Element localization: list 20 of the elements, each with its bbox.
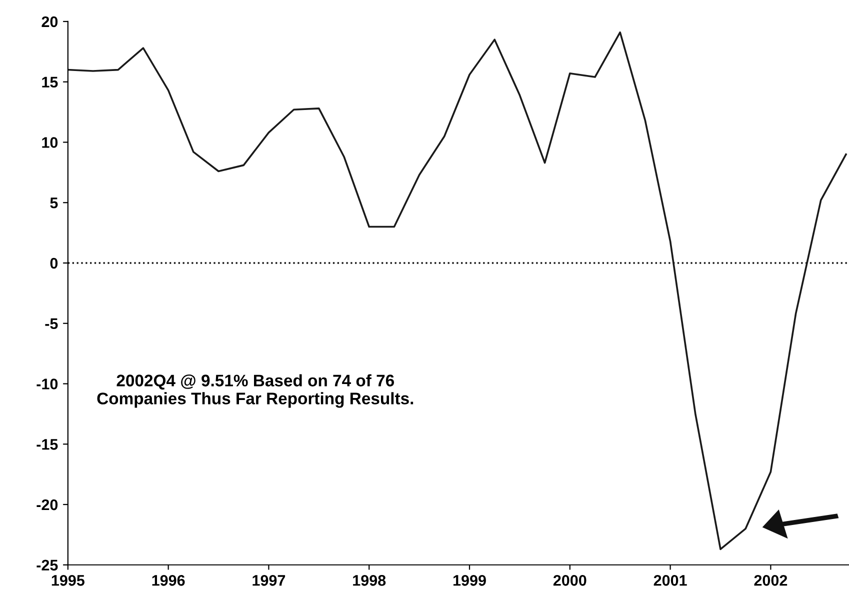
annotation: 2002Q4 @ 9.51% Based on 74 of 76 Companies Thus Far Reporting Results. <box>97 374 414 408</box>
y-tick-label: -25 <box>36 560 58 571</box>
y-tick-label: 5 <box>50 198 58 208</box>
line-series <box>68 31 847 550</box>
x-tick-label: 1996 <box>152 575 185 586</box>
x-tick-label: 2002 <box>754 575 788 586</box>
y-tick-label: -20 <box>36 499 58 510</box>
y-tick-label: -10 <box>36 378 58 390</box>
y-tick-label: -5 <box>45 318 58 330</box>
y-tick-label: -15 <box>36 439 58 450</box>
y-tick-label: 15 <box>42 76 58 88</box>
x-tick-label: 2001 <box>654 575 687 586</box>
x-tick-label: 1995 <box>52 575 84 586</box>
y-tick-label: 20 <box>42 16 58 28</box>
y-tick-label: 10 <box>42 137 58 148</box>
x-tick-label: 1997 <box>252 575 286 586</box>
x-tick-label: 1998 <box>353 575 386 586</box>
y-tick-label: 0 <box>50 258 58 269</box>
x-tick-label: 1999 <box>453 575 486 586</box>
x-tick-label: 2000 <box>553 575 586 586</box>
